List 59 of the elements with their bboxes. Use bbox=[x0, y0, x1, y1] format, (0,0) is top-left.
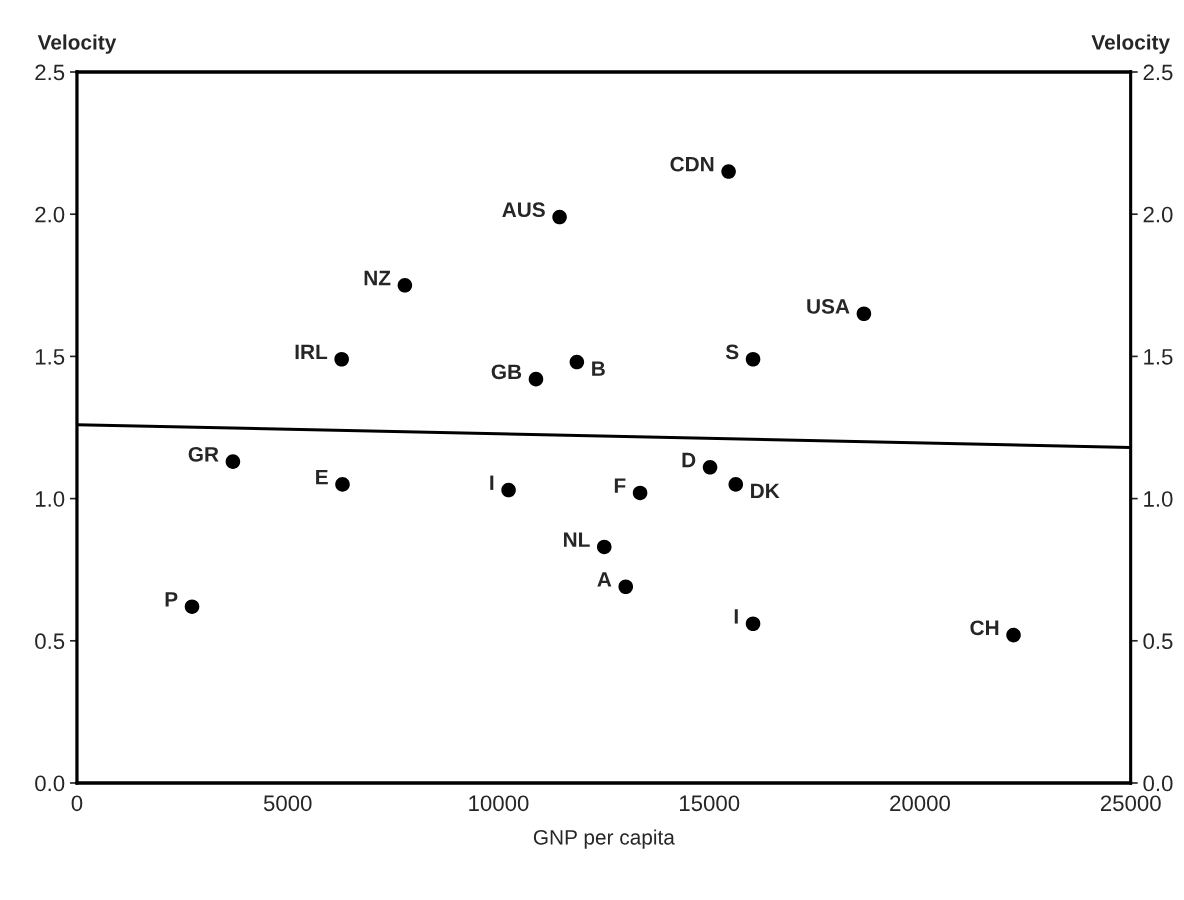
point bbox=[596, 539, 612, 555]
point bbox=[335, 477, 350, 492]
y2-tick-label: 1.0 bbox=[1144, 491, 1173, 507]
point bbox=[728, 477, 744, 492]
point bbox=[856, 306, 872, 322]
annotation: NZ bbox=[364, 270, 391, 286]
y2-tick-label: 1.5 bbox=[1144, 349, 1173, 365]
x-tick-label: 10000 bbox=[469, 795, 529, 812]
point bbox=[184, 599, 200, 614]
point bbox=[745, 616, 761, 632]
point bbox=[618, 579, 634, 595]
y-tick-label: 2.5 bbox=[35, 64, 65, 81]
annotation: P bbox=[165, 592, 178, 607]
point bbox=[632, 485, 648, 501]
point bbox=[721, 164, 736, 179]
annotation: CDN bbox=[670, 156, 714, 172]
x-tick-label: 5000 bbox=[263, 795, 312, 812]
y2-tick-label: 0.5 bbox=[1143, 633, 1173, 650]
point bbox=[552, 209, 567, 225]
point bbox=[1006, 627, 1021, 643]
annotation: CH bbox=[970, 620, 999, 636]
annotation: IRL bbox=[295, 344, 328, 360]
x-axis-title: GNP per capita bbox=[533, 829, 675, 849]
point bbox=[702, 460, 718, 475]
x-tick-label: 15000 bbox=[680, 795, 740, 812]
y2-tick-label: 2.0 bbox=[1143, 206, 1173, 223]
annotation: AUS bbox=[502, 202, 545, 218]
annotation: B bbox=[592, 361, 605, 376]
point bbox=[745, 351, 761, 367]
y-axis-title: Velocity bbox=[37, 34, 117, 54]
y2-axis-title: Velocity bbox=[1091, 34, 1170, 54]
annotation: GR bbox=[188, 446, 219, 462]
annotation: E bbox=[316, 469, 328, 485]
point bbox=[334, 351, 349, 367]
annotation: DK bbox=[751, 483, 780, 499]
y2-tick-label: 0.0 bbox=[1143, 775, 1173, 792]
point bbox=[397, 278, 413, 293]
y-tick-label: 2.0 bbox=[35, 206, 65, 223]
y-tick-label: 0.5 bbox=[35, 633, 65, 650]
x-tick-label: 25000 bbox=[1100, 795, 1161, 812]
point bbox=[225, 454, 241, 469]
annotation: I bbox=[490, 475, 494, 490]
annotation: NL bbox=[564, 532, 590, 547]
annotation: D bbox=[682, 452, 696, 468]
point bbox=[528, 371, 544, 387]
annotation: USA bbox=[807, 299, 850, 314]
y-tick-label: 1.5 bbox=[35, 349, 65, 365]
y-tick-label: 0.0 bbox=[35, 775, 65, 792]
point bbox=[501, 482, 516, 498]
x-tick-label: 0 bbox=[71, 795, 83, 812]
annotation: GB bbox=[491, 364, 522, 380]
point bbox=[569, 354, 585, 370]
y2-tick-label: 2.5 bbox=[1143, 64, 1173, 81]
annotation: F bbox=[614, 478, 626, 493]
y-tick-label: 1.0 bbox=[35, 491, 65, 507]
x-tick-label: 20000 bbox=[890, 795, 950, 812]
annotation: S bbox=[725, 344, 739, 360]
annotation: A bbox=[597, 572, 612, 587]
annotation: I bbox=[734, 609, 738, 624]
